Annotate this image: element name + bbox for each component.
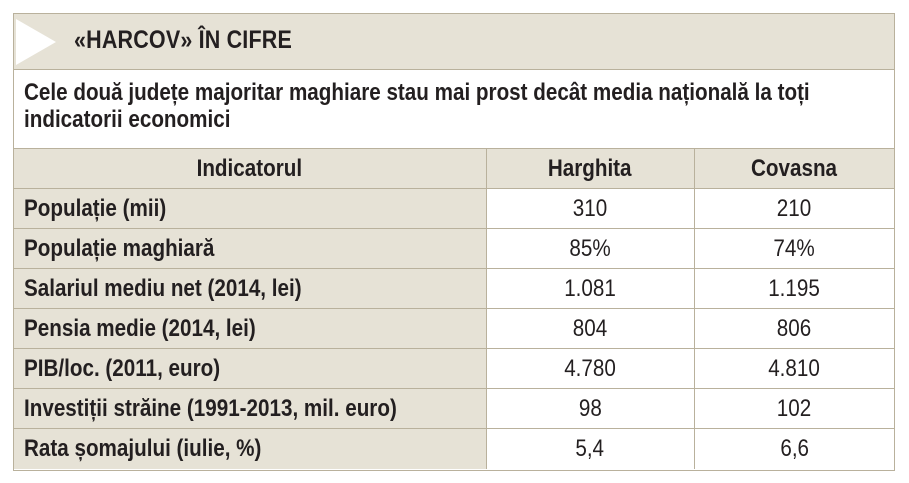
header-indicator: Indicatorul: [14, 148, 486, 189]
table-row: Investiții străine (1991-2013, mil. euro…: [14, 388, 894, 429]
harghita-value: 4.780: [485, 348, 694, 389]
covasna-value: 1.195: [693, 268, 894, 309]
subtitle: Cele două județe majoritar maghiare stau…: [24, 79, 810, 133]
indicators-table: Indicatorul Harghita Covasna Populație (…: [14, 148, 894, 469]
table-row: Populație maghiară 85% 74%: [14, 228, 894, 269]
table-row: Populație (mii) 310 210: [14, 188, 894, 229]
harghita-value: 310: [485, 188, 694, 229]
covasna-value: 806: [693, 308, 894, 349]
header-covasna: Covasna: [693, 148, 894, 189]
harghita-value: 85%: [485, 228, 694, 269]
covasna-value: 210: [693, 188, 894, 229]
table-row: Pensia medie (2014, lei) 804 806: [14, 308, 894, 349]
harghita-value: 98: [485, 388, 694, 429]
infobox: «HARCOV» ÎN CIFRE Cele două județe major…: [13, 13, 895, 471]
row-label: Populație maghiară: [14, 228, 486, 269]
table-row: PIB/loc. (2011, euro) 4.780 4.810: [14, 348, 894, 389]
row-label: Salariul mediu net (2014, lei): [14, 268, 486, 309]
row-label: PIB/loc. (2011, euro): [14, 348, 486, 389]
banner-title: «HARCOV» ÎN CIFRE: [74, 26, 292, 54]
harghita-value: 804: [485, 308, 694, 349]
header-harghita: Harghita: [485, 148, 694, 189]
covasna-value: 4.810: [693, 348, 894, 389]
arrow-icon: [16, 19, 56, 65]
row-label: Rata șomajului (iulie, %): [14, 428, 486, 469]
row-label: Pensia medie (2014, lei): [14, 308, 486, 349]
covasna-value: 102: [693, 388, 894, 429]
covasna-value: 74%: [693, 228, 894, 269]
title-banner: «HARCOV» ÎN CIFRE: [14, 14, 894, 70]
header-row: Indicatorul Harghita Covasna: [14, 148, 894, 189]
row-label: Investiții străine (1991-2013, mil. euro…: [14, 388, 486, 429]
row-label: Populație (mii): [14, 188, 486, 229]
covasna-value: 6,6: [693, 428, 894, 469]
table-row: Salariul mediu net (2014, lei) 1.081 1.1…: [14, 268, 894, 309]
harghita-value: 5,4: [485, 428, 694, 469]
table-row: Rata șomajului (iulie, %) 5,4 6,6: [14, 428, 894, 469]
harghita-value: 1.081: [485, 268, 694, 309]
